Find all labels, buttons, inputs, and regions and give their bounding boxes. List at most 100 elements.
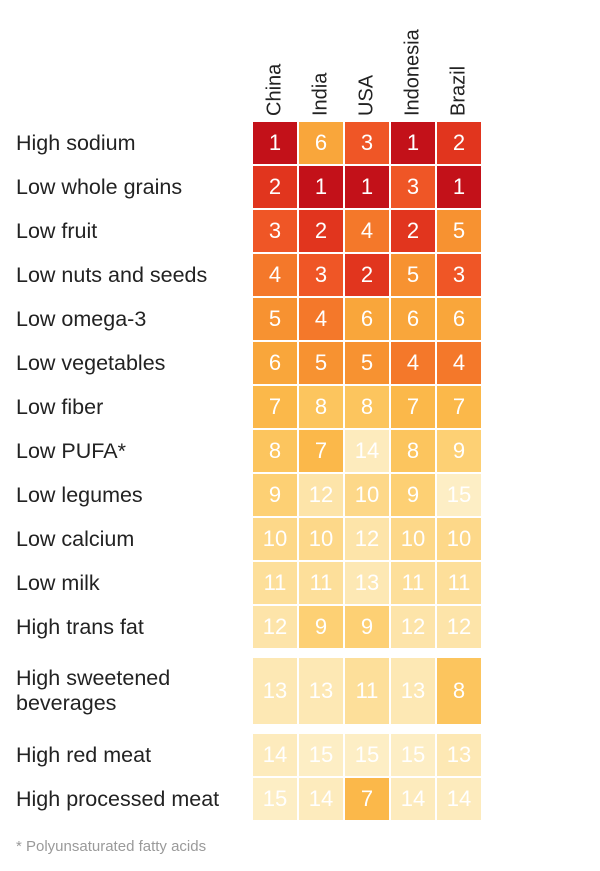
heatmap-cell: 1 xyxy=(345,166,389,208)
heatmap-cell: 4 xyxy=(345,210,389,252)
risk-heatmap: ChinaIndiaUSAIndonesiaBrazilHigh sodium1… xyxy=(16,18,584,820)
heatmap-cell: 6 xyxy=(253,342,297,384)
heatmap-cell: 2 xyxy=(299,210,343,252)
heatmap-cell: 15 xyxy=(437,474,481,516)
heatmap-cell: 9 xyxy=(253,474,297,516)
heatmap-cell: 13 xyxy=(437,734,481,776)
heatmap-cell: 15 xyxy=(299,734,343,776)
heatmap-cell: 6 xyxy=(391,298,435,340)
row-label: Low legumes xyxy=(16,474,251,516)
row-gap xyxy=(16,726,481,732)
heatmap-cell: 1 xyxy=(299,166,343,208)
row-gap xyxy=(16,650,481,656)
heatmap-cell: 2 xyxy=(437,122,481,164)
heatmap-cell: 11 xyxy=(299,562,343,604)
heatmap-cell: 6 xyxy=(299,122,343,164)
heatmap-cell: 7 xyxy=(299,430,343,472)
row-label: Low calcium xyxy=(16,518,251,560)
heatmap-cell: 7 xyxy=(391,386,435,428)
row-label: Low fiber xyxy=(16,386,251,428)
heatmap-cell: 13 xyxy=(299,658,343,724)
heatmap-cell: 2 xyxy=(345,254,389,296)
corner-spacer xyxy=(16,18,251,120)
heatmap-cell: 8 xyxy=(391,430,435,472)
column-header: China xyxy=(253,18,297,120)
heatmap-cell: 12 xyxy=(299,474,343,516)
heatmap-cell: 3 xyxy=(253,210,297,252)
heatmap-cell: 14 xyxy=(299,778,343,820)
row-label: High red meat xyxy=(16,734,251,776)
heatmap-cell: 1 xyxy=(437,166,481,208)
footnote: * Polyunsaturated fatty acids xyxy=(16,838,584,855)
heatmap-cell: 9 xyxy=(345,606,389,648)
heatmap-cell: 3 xyxy=(299,254,343,296)
column-header: Indonesia xyxy=(391,18,435,120)
row-label: Low milk xyxy=(16,562,251,604)
row-label: Low whole grains xyxy=(16,166,251,208)
heatmap-cell: 3 xyxy=(437,254,481,296)
row-label: High sodium xyxy=(16,122,251,164)
column-header: USA xyxy=(345,18,389,120)
heatmap-cell: 12 xyxy=(253,606,297,648)
heatmap-cell: 14 xyxy=(437,778,481,820)
heatmap-cell: 4 xyxy=(391,342,435,384)
heatmap-cell: 10 xyxy=(253,518,297,560)
column-header: India xyxy=(299,18,343,120)
heatmap-cell: 5 xyxy=(437,210,481,252)
heatmap-cell: 10 xyxy=(299,518,343,560)
heatmap-cell: 6 xyxy=(437,298,481,340)
row-label: High trans fat xyxy=(16,606,251,648)
heatmap-cell: 12 xyxy=(437,606,481,648)
heatmap-cell: 5 xyxy=(299,342,343,384)
heatmap-cell: 3 xyxy=(345,122,389,164)
heatmap-cell: 11 xyxy=(437,562,481,604)
heatmap-cell: 1 xyxy=(391,122,435,164)
heatmap-cell: 8 xyxy=(253,430,297,472)
heatmap-cell: 5 xyxy=(391,254,435,296)
heatmap-cell: 12 xyxy=(391,606,435,648)
heatmap-cell: 5 xyxy=(345,342,389,384)
heatmap-cell: 7 xyxy=(253,386,297,428)
heatmap-cell: 9 xyxy=(299,606,343,648)
heatmap-cell: 3 xyxy=(391,166,435,208)
heatmap-cell: 2 xyxy=(253,166,297,208)
heatmap-cell: 15 xyxy=(345,734,389,776)
heatmap-cell: 10 xyxy=(345,474,389,516)
heatmap-cell: 14 xyxy=(391,778,435,820)
heatmap-cell: 2 xyxy=(391,210,435,252)
heatmap-cell: 4 xyxy=(437,342,481,384)
heatmap-cell: 5 xyxy=(253,298,297,340)
heatmap-cell: 9 xyxy=(391,474,435,516)
row-label: High sweetened beverages xyxy=(16,658,251,724)
heatmap-cell: 9 xyxy=(437,430,481,472)
heatmap-cell: 15 xyxy=(253,778,297,820)
heatmap-cell: 6 xyxy=(345,298,389,340)
heatmap-cell: 8 xyxy=(299,386,343,428)
heatmap-cell: 7 xyxy=(345,778,389,820)
heatmap-cell: 13 xyxy=(345,562,389,604)
heatmap-cell: 14 xyxy=(345,430,389,472)
heatmap-cell: 8 xyxy=(437,658,481,724)
heatmap-cell: 4 xyxy=(253,254,297,296)
heatmap-cell: 8 xyxy=(345,386,389,428)
heatmap-cell: 10 xyxy=(391,518,435,560)
heatmap-cell: 11 xyxy=(391,562,435,604)
heatmap-cell: 11 xyxy=(253,562,297,604)
row-label: Low PUFA* xyxy=(16,430,251,472)
heatmap-cell: 12 xyxy=(345,518,389,560)
heatmap-cell: 7 xyxy=(437,386,481,428)
heatmap-cell: 4 xyxy=(299,298,343,340)
heatmap-cell: 14 xyxy=(253,734,297,776)
row-label: High processed meat xyxy=(16,778,251,820)
row-label: Low omega-3 xyxy=(16,298,251,340)
column-header: Brazil xyxy=(437,18,481,120)
row-label: Low nuts and seeds xyxy=(16,254,251,296)
heatmap-cell: 10 xyxy=(437,518,481,560)
heatmap-cell: 11 xyxy=(345,658,389,724)
heatmap-cell: 1 xyxy=(253,122,297,164)
row-label: Low fruit xyxy=(16,210,251,252)
row-label: Low vegetables xyxy=(16,342,251,384)
heatmap-cell: 15 xyxy=(391,734,435,776)
heatmap-cell: 13 xyxy=(253,658,297,724)
heatmap-cell: 13 xyxy=(391,658,435,724)
